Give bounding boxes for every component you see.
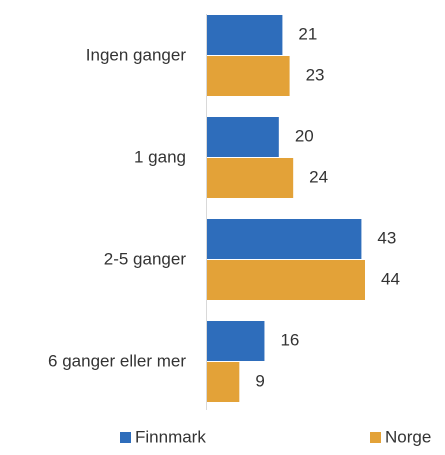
bar (207, 158, 294, 198)
category-label: 1 gang (134, 147, 186, 166)
value-label: 43 (377, 228, 396, 247)
value-label: 44 (381, 269, 400, 288)
value-label: 16 (280, 330, 299, 349)
legend-swatch (370, 432, 381, 443)
bar (207, 117, 279, 157)
bar (207, 56, 290, 96)
legend-swatch (120, 432, 131, 443)
bar (207, 15, 283, 55)
category-label: 6 ganger eller mer (48, 351, 186, 370)
legend-label: Finnmark (135, 427, 206, 446)
bar (207, 362, 240, 402)
category-label: Ingen ganger (86, 45, 187, 64)
bar (207, 260, 365, 300)
category-label: 2-5 ganger (104, 249, 187, 268)
bar (207, 219, 362, 259)
value-label: 9 (255, 371, 264, 390)
value-label: 23 (306, 65, 325, 84)
value-label: 20 (295, 126, 314, 145)
value-label: 21 (298, 24, 317, 43)
bar (207, 321, 265, 361)
value-label: 24 (309, 167, 328, 186)
legend-label: Norge (385, 427, 431, 446)
